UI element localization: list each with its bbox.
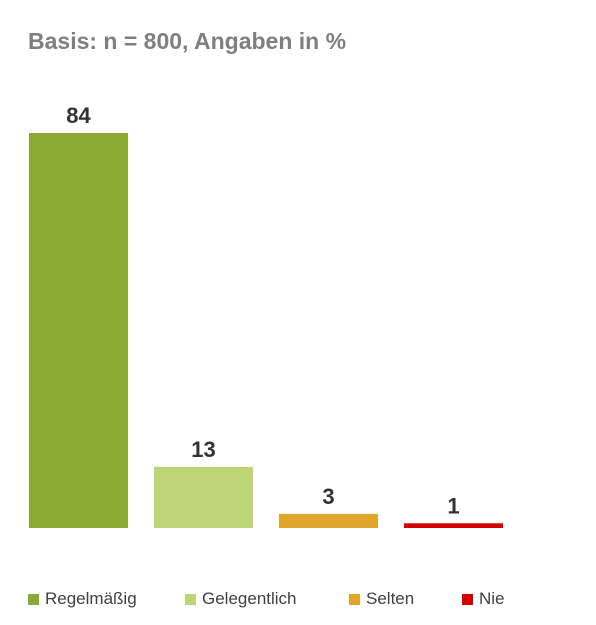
data-label-gelegentlich: 13 <box>191 437 215 462</box>
bar-regelmaessig <box>29 133 128 528</box>
bar-chart: 84 13 3 1 <box>28 103 505 528</box>
legend-label-gelegentlich: Gelegentlich <box>202 589 297 608</box>
legend-swatch-nie <box>462 593 473 605</box>
data-label-nie: 1 <box>447 493 459 518</box>
legend-label-nie: Nie <box>479 589 505 608</box>
legend-item-selten: Selten <box>349 589 414 609</box>
data-label-selten: 3 <box>322 484 334 509</box>
bar-selten <box>279 513 378 528</box>
data-label-regelmaessig: 84 <box>66 103 91 128</box>
legend: Regelmäßig Gelegentlich Selten Nie <box>28 589 588 611</box>
bar-gelegentlich <box>154 466 253 528</box>
legend-label-selten: Selten <box>366 589 415 608</box>
bars <box>29 133 503 528</box>
data-labels: 84 13 3 1 <box>66 103 459 518</box>
legend-swatch-regelmaessig <box>28 593 39 605</box>
chart-title: Basis: n = 800, Angaben in % <box>28 28 347 54</box>
legend-swatch-selten <box>349 593 360 605</box>
legend-item-nie: Nie <box>462 589 505 609</box>
legend-label-regelmaessig: Regelmäßig <box>45 589 137 608</box>
bar-nie <box>404 523 503 528</box>
legend-item-gelegentlich: Gelegentlich <box>185 589 297 609</box>
legend-swatch-gelegentlich <box>185 593 196 605</box>
legend-item-regelmaessig: Regelmäßig <box>28 589 137 609</box>
